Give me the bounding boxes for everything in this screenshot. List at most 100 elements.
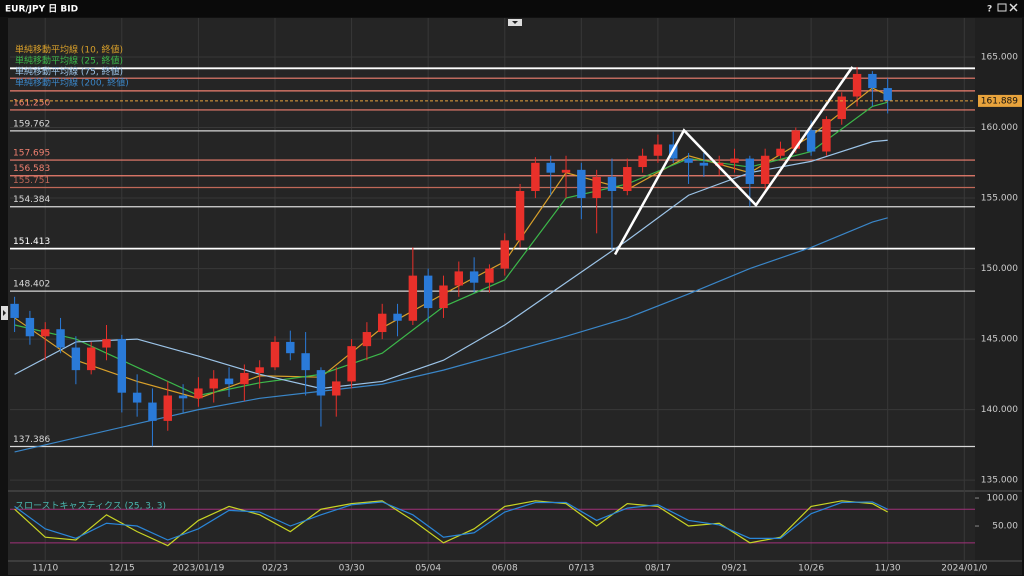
stochastic-line [14, 501, 888, 541]
candle-body [194, 388, 203, 399]
candle-body [423, 275, 433, 309]
moving-average-line [14, 139, 888, 390]
candle-body [25, 317, 35, 337]
x-tick-label: 02/23 [262, 564, 288, 574]
restore-button[interactable] [997, 3, 1007, 12]
level-label: 154.384 [13, 195, 50, 205]
candle-body [148, 402, 157, 421]
candle-body [347, 346, 356, 382]
price-axis [975, 18, 1022, 575]
trend-drawing [613, 66, 854, 256]
candle-body [56, 329, 65, 348]
candle-body [178, 395, 188, 399]
candle-body [393, 313, 402, 321]
candle-body [240, 372, 249, 385]
x-tick-label: 03/30 [339, 564, 365, 574]
candle-body [883, 88, 892, 101]
candle-body [868, 73, 877, 89]
close-button[interactable] [1009, 3, 1018, 12]
level-label: 156.583 [13, 164, 50, 174]
stochastic-line [14, 500, 888, 547]
candle-body [531, 162, 540, 192]
x-tick-label: 10/26 [798, 564, 824, 574]
collapse-icon [512, 21, 518, 24]
candle-body [132, 392, 142, 403]
side-icon [3, 310, 6, 316]
y-tick-label: 165.000 [981, 53, 1018, 63]
help-button[interactable]: ? [987, 5, 992, 15]
candle-body [332, 381, 341, 396]
y-tick-label: 135.000 [981, 476, 1018, 486]
candle-body [378, 313, 387, 333]
level-label: 155.751 [13, 176, 50, 186]
legend-entry: 単純移動平均線 (75, 終値) [15, 66, 123, 78]
last-price-label: 161.889 [981, 96, 1018, 106]
level-label: 157.695 [13, 149, 50, 159]
candle-body [224, 378, 234, 385]
level-label: 151.413 [13, 237, 50, 247]
candle-body [71, 347, 81, 371]
candle-body [684, 158, 693, 163]
candle-body [117, 339, 127, 393]
y-tick-label: 150.000 [981, 264, 1018, 274]
candle-body [730, 158, 739, 163]
stochastic-tick-label: 50.00 [992, 522, 1018, 532]
candle-body [852, 73, 862, 97]
candle-body [515, 191, 525, 241]
x-tick-label: 2024/01/0 [941, 564, 987, 574]
candle-body [623, 167, 632, 192]
window-title: EUR/JPY 日 BID [5, 4, 78, 15]
x-tick-label: 2023/01/19 [172, 564, 224, 574]
y-tick-label: 155.000 [981, 194, 1018, 204]
candle-body [577, 169, 586, 199]
last-price-box [978, 94, 1022, 107]
candle-body [653, 144, 663, 156]
candle-body [255, 367, 264, 373]
title-bar [0, 0, 1024, 17]
candle-body [163, 395, 172, 421]
level-label: 161.250 [13, 98, 50, 108]
candle-body [837, 96, 846, 120]
x-tick-label: 11/10 [32, 564, 58, 574]
x-tick-label: 09/21 [722, 564, 748, 574]
y-tick-label: 140.000 [981, 405, 1018, 415]
candle-body [10, 303, 19, 318]
candle-body [592, 176, 601, 199]
candle-body [86, 347, 96, 371]
x-tick-label: 05/04 [415, 564, 441, 574]
candle-body [301, 353, 310, 371]
legend-entry: 単純移動平均線 (25, 終値) [15, 55, 123, 67]
y-tick-label: 145.000 [981, 335, 1018, 345]
candle-body [714, 162, 724, 166]
candle-body [500, 240, 509, 269]
candle-body [561, 169, 571, 173]
candle-body [454, 271, 464, 286]
candle-body [638, 155, 647, 168]
candle-body [362, 332, 372, 347]
candle-body [439, 285, 448, 309]
candle-body [408, 275, 418, 321]
x-tick-label: 08/17 [645, 564, 671, 574]
legend-entry: 単純移動平均線 (200, 終値) [15, 77, 129, 89]
legend-entry: 単純移動平均線 (10, 終値) [15, 44, 123, 56]
stochastic-title: スローストキャスティクス (25, 3, 3) [15, 501, 166, 512]
candle-body [270, 341, 280, 368]
candle-body [469, 271, 479, 283]
candle-body [41, 329, 50, 337]
candle-body [822, 119, 831, 152]
candle-body [286, 341, 295, 354]
chart-area [8, 18, 1022, 575]
candle-body [546, 162, 555, 173]
y-tick-label: 160.000 [981, 123, 1018, 133]
stochastic-tick-label: 100.00 [987, 494, 1019, 504]
x-tick-label: 06/08 [492, 564, 518, 574]
candle-body [776, 148, 785, 156]
candle-body [102, 339, 111, 348]
x-tick-label: 11/30 [875, 564, 901, 574]
candle-body [699, 162, 709, 166]
candle-body [806, 130, 816, 152]
x-tick-label: 12/15 [109, 564, 135, 574]
candle-body [745, 158, 755, 184]
level-label: 159.762 [13, 119, 50, 129]
